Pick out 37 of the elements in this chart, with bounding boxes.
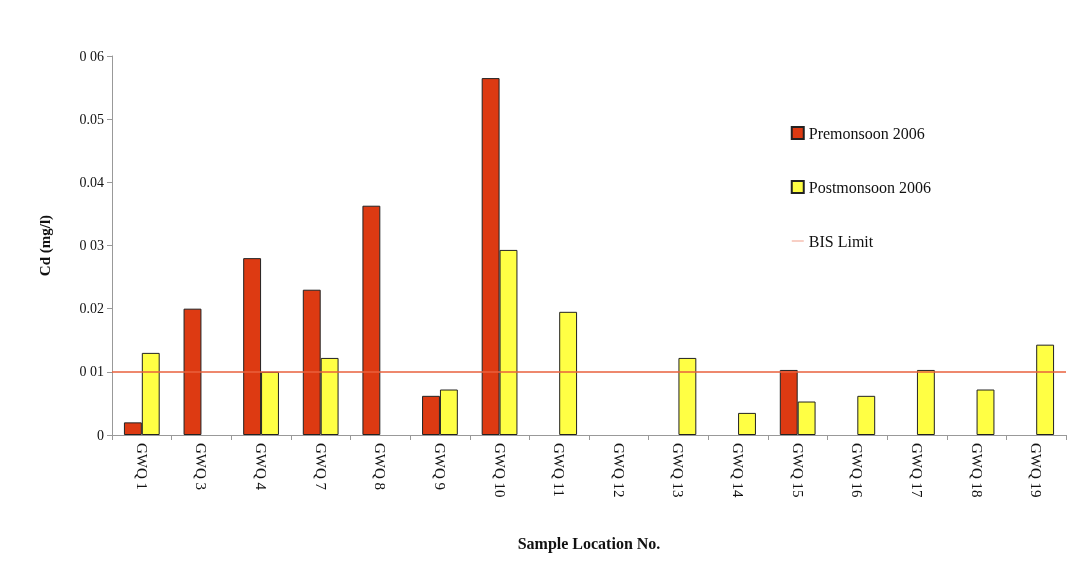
x-tick-label: GWQ 12 [610, 443, 627, 498]
x-tick-label: GWQ 18 [968, 443, 985, 498]
x-tick-label: GWQ 16 [849, 443, 866, 499]
bar [916, 369, 935, 435]
legend-label: Postmonsoon 2006 [808, 178, 932, 196]
legend-label: Premonsoon 2006 [808, 124, 925, 142]
bar [362, 205, 381, 435]
bar [183, 308, 202, 435]
y-tick-label: 0 01 [79, 364, 104, 380]
y-tick-label: 0.02 [79, 301, 104, 317]
x-tick-label: GWQ 1 [133, 443, 150, 491]
bar [976, 389, 995, 435]
x-tick-label: GWQ 8 [372, 443, 389, 491]
x-tick-label: GWQ 15 [789, 443, 806, 498]
y-tick-label: 0.05 [79, 111, 104, 127]
x-tick-label: GWQ 11 [551, 443, 568, 498]
x-tick-label: GWQ 19 [1028, 443, 1045, 498]
bar [857, 395, 876, 435]
x-tick-label: GWQ 13 [670, 443, 687, 498]
bar [678, 357, 697, 435]
x-tick-label: GWQ 7 [312, 443, 329, 491]
x-tick-label: GWQ 9 [431, 443, 448, 491]
bar [1036, 344, 1055, 435]
x-tick-label: GWQ 17 [908, 443, 925, 499]
x-tick-label: GWQ 4 [253, 443, 270, 491]
bar [738, 412, 756, 435]
y-tick-label: 0.04 [79, 174, 104, 190]
x-tick-label: GWQ 3 [193, 443, 210, 491]
y-tick-label: 0 [97, 427, 104, 443]
y-axis-title: Cd (mg/l) [36, 214, 54, 277]
x-tick-label: GWQ 10 [491, 443, 508, 498]
bar [559, 311, 578, 435]
legend-label: BIS Limit [808, 232, 874, 250]
x-axis-title: Sample Location No. [517, 534, 661, 553]
x-tick-label: GWQ 14 [730, 443, 747, 499]
y-tick-label: 0 03 [79, 238, 104, 253]
y-tick-label: 0 06 [79, 48, 104, 64]
